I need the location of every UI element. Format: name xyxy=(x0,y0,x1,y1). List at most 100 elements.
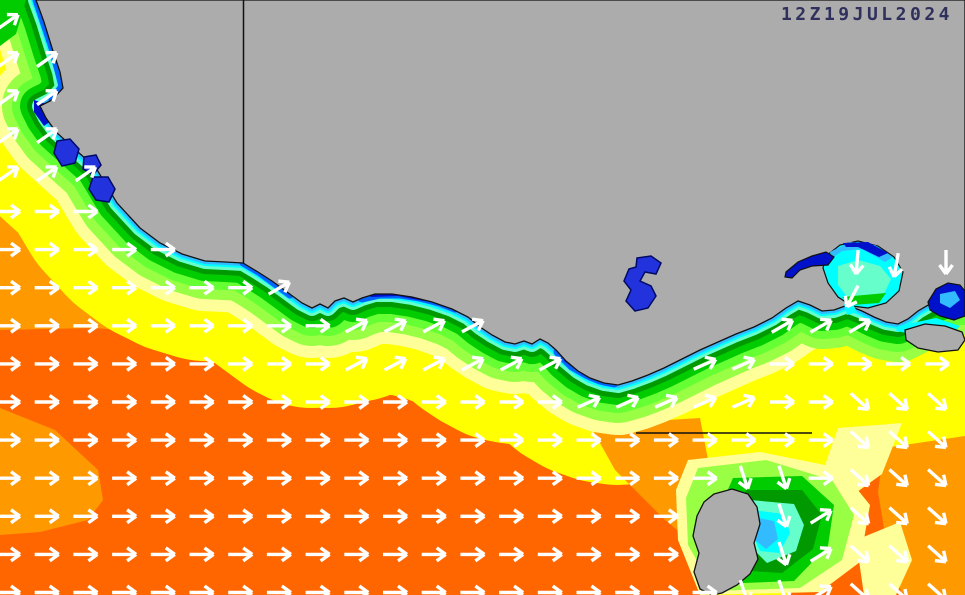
wind-arrow xyxy=(0,165,20,183)
wind-arrow xyxy=(0,432,21,448)
wind-arrow xyxy=(615,546,641,563)
wind-arrow xyxy=(73,356,99,372)
wind-arrow xyxy=(150,432,176,448)
wind-arrow xyxy=(267,279,291,296)
wind-arrow xyxy=(150,279,176,296)
wind-arrow xyxy=(150,508,176,525)
wind-arrow xyxy=(189,356,215,372)
wind-arrow xyxy=(0,356,21,372)
wind-arrow xyxy=(36,165,59,183)
wind-arrow xyxy=(499,355,524,372)
wind-arrow xyxy=(0,241,21,258)
wind-arrow xyxy=(499,432,525,448)
wind-arrow xyxy=(848,317,872,334)
wind-arrow xyxy=(266,508,292,525)
wind-arrow xyxy=(73,546,99,563)
wind-arrow xyxy=(73,432,99,448)
wind-arrow xyxy=(843,284,860,309)
wind-arrow xyxy=(615,584,641,595)
wind-arrow xyxy=(615,393,640,409)
wind-arrow xyxy=(189,546,215,563)
wind-arrow xyxy=(888,544,909,564)
wind-arrow xyxy=(0,127,20,145)
wind-arrow xyxy=(927,468,948,488)
wind-arrow xyxy=(73,394,99,410)
wind-arrow xyxy=(460,394,486,410)
land-phillip-island xyxy=(904,323,965,353)
wind-arrow xyxy=(537,584,563,595)
bay-corio xyxy=(784,251,835,279)
wind-arrow xyxy=(383,394,408,410)
wind-arrow xyxy=(266,546,292,563)
wind-arrow xyxy=(34,584,60,595)
wind-arrow xyxy=(808,470,834,487)
wind-arrow xyxy=(808,356,834,372)
wind-arrow xyxy=(36,89,59,107)
wind-arrow xyxy=(112,432,138,448)
wind-arrow xyxy=(776,465,792,491)
wind-arrow xyxy=(537,394,563,410)
wind-arrow xyxy=(34,546,60,563)
wind-arrow xyxy=(189,317,215,334)
wind-arrow xyxy=(305,432,331,448)
wind-arrow xyxy=(692,432,718,448)
wind-arrow xyxy=(266,317,292,334)
bay-port-phillip-lightblue xyxy=(830,242,893,262)
wind-arrow xyxy=(73,279,99,296)
wind-arrow xyxy=(538,355,563,372)
wind-arrow xyxy=(653,546,679,563)
wind-arrow xyxy=(228,317,254,334)
wind-arrow xyxy=(73,470,99,487)
wind-arrow xyxy=(615,432,641,448)
wind-arrow xyxy=(383,470,408,487)
wind-arrow xyxy=(73,508,99,525)
wind-arrow xyxy=(305,470,331,487)
wind-arrow xyxy=(461,355,485,372)
wind-arrow xyxy=(73,241,99,258)
wind-arrow xyxy=(112,508,138,525)
wind-arrow xyxy=(422,355,446,372)
wind-arrow xyxy=(653,470,679,487)
corner-green-overlay xyxy=(0,0,26,46)
wind-arrow xyxy=(849,468,871,488)
wind-arrow xyxy=(537,432,563,448)
wind-arrow xyxy=(421,470,447,487)
wind-arrow xyxy=(73,317,99,334)
wind-arrow xyxy=(189,508,215,525)
wind-arrow xyxy=(305,317,331,334)
wind-arrow xyxy=(460,546,486,563)
wind-arrow xyxy=(499,584,525,595)
wind-arrow xyxy=(809,584,833,595)
wind-arrow xyxy=(460,470,486,487)
wind-arrow xyxy=(305,584,331,595)
wind-arrow xyxy=(344,394,370,410)
wind-arrow xyxy=(266,470,292,487)
wind-arrow xyxy=(848,249,865,276)
wind-arrow xyxy=(150,470,176,487)
wind-arrow xyxy=(34,317,60,334)
wind-arrow xyxy=(927,544,948,564)
wind-arrow xyxy=(0,89,20,107)
wind-arrow xyxy=(383,508,408,525)
wind-arrow xyxy=(150,241,176,258)
wind-arrow xyxy=(189,470,215,487)
wind-arrow xyxy=(112,317,138,334)
wind-arrow xyxy=(460,432,486,448)
wind-arrow xyxy=(266,356,292,372)
wind-arrow xyxy=(888,582,909,595)
wind-arrow xyxy=(73,584,99,595)
land-king-island xyxy=(692,488,761,595)
wind-arrow xyxy=(383,584,408,595)
wind-arrow xyxy=(34,241,60,258)
wind-arrow xyxy=(305,508,331,525)
wind-arrow xyxy=(731,393,756,409)
wind-arrow xyxy=(938,250,954,275)
wind-arrow xyxy=(112,279,138,296)
wind-arrow xyxy=(34,394,60,410)
forecast-timestamp-label: 12Z19JUL2024 xyxy=(780,4,953,25)
wind-arrow xyxy=(809,317,833,334)
wind-arrow xyxy=(888,506,909,526)
wind-arrow xyxy=(34,356,60,372)
